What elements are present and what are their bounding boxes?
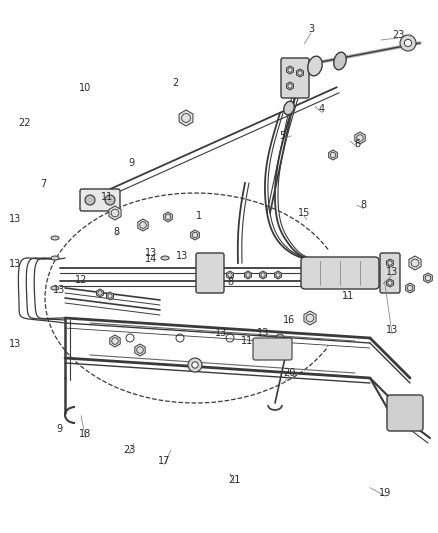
Text: 13: 13 (9, 259, 21, 269)
FancyBboxPatch shape (80, 189, 120, 211)
Text: 13: 13 (257, 328, 269, 338)
Polygon shape (138, 219, 148, 231)
Text: 12: 12 (75, 275, 87, 285)
Text: 6: 6 (354, 139, 360, 149)
Circle shape (105, 195, 115, 205)
Polygon shape (409, 256, 421, 270)
Polygon shape (387, 279, 393, 287)
Text: 8: 8 (113, 227, 119, 237)
Polygon shape (304, 311, 316, 325)
Polygon shape (110, 335, 120, 347)
Polygon shape (226, 271, 233, 279)
Circle shape (192, 362, 198, 368)
Text: 11: 11 (241, 336, 254, 346)
Text: 13: 13 (215, 328, 227, 338)
Ellipse shape (161, 256, 169, 260)
FancyBboxPatch shape (387, 395, 423, 431)
Text: 19: 19 (379, 488, 392, 498)
Polygon shape (135, 344, 145, 356)
Circle shape (400, 35, 416, 51)
Ellipse shape (308, 56, 322, 76)
Polygon shape (244, 271, 251, 279)
Ellipse shape (284, 101, 294, 115)
Text: 13: 13 (386, 267, 398, 277)
FancyBboxPatch shape (196, 253, 224, 293)
Polygon shape (328, 150, 337, 160)
Polygon shape (387, 259, 393, 267)
Text: 22: 22 (18, 118, 30, 127)
Circle shape (85, 195, 95, 205)
FancyBboxPatch shape (301, 257, 379, 289)
Polygon shape (106, 292, 113, 300)
Polygon shape (406, 283, 414, 293)
Text: 23: 23 (392, 30, 405, 39)
Text: 8: 8 (360, 200, 367, 210)
Text: 20: 20 (283, 368, 295, 378)
Ellipse shape (51, 286, 59, 290)
Text: 8: 8 (227, 278, 233, 287)
Ellipse shape (334, 52, 346, 70)
Circle shape (188, 358, 202, 372)
Text: 10: 10 (79, 83, 92, 93)
Ellipse shape (51, 236, 59, 240)
Text: 13: 13 (176, 251, 188, 261)
Text: 11: 11 (342, 291, 354, 301)
Text: 13: 13 (9, 339, 21, 349)
Text: 13: 13 (53, 286, 65, 295)
Text: 11: 11 (101, 192, 113, 202)
Polygon shape (96, 289, 103, 297)
Polygon shape (191, 230, 199, 240)
Text: 16: 16 (283, 315, 295, 325)
Text: 1: 1 (196, 211, 202, 221)
Text: 2: 2 (172, 78, 178, 87)
Text: 13: 13 (9, 214, 21, 223)
Polygon shape (286, 66, 293, 74)
Ellipse shape (51, 256, 59, 260)
Polygon shape (297, 69, 304, 77)
Polygon shape (424, 273, 432, 283)
Text: 21: 21 (228, 475, 240, 484)
Text: 3: 3 (308, 25, 314, 34)
Text: 7: 7 (41, 179, 47, 189)
Polygon shape (179, 110, 193, 126)
Text: 9: 9 (56, 424, 62, 434)
Text: 9: 9 (128, 158, 134, 167)
Circle shape (404, 39, 412, 46)
Text: 4: 4 (319, 104, 325, 114)
Polygon shape (164, 212, 172, 222)
Polygon shape (286, 82, 293, 90)
Polygon shape (355, 132, 365, 144)
Text: 23: 23 (123, 446, 135, 455)
Text: 15: 15 (298, 208, 311, 218)
FancyBboxPatch shape (380, 253, 400, 293)
Polygon shape (275, 271, 282, 279)
Text: 5: 5 (279, 131, 286, 141)
Polygon shape (260, 271, 266, 279)
FancyBboxPatch shape (281, 58, 309, 98)
Text: 14: 14 (145, 254, 157, 263)
Text: 13: 13 (145, 248, 157, 258)
Text: 13: 13 (386, 326, 398, 335)
Polygon shape (109, 206, 121, 220)
Text: 17: 17 (158, 456, 170, 466)
Text: 18: 18 (79, 430, 92, 439)
FancyBboxPatch shape (253, 338, 292, 360)
